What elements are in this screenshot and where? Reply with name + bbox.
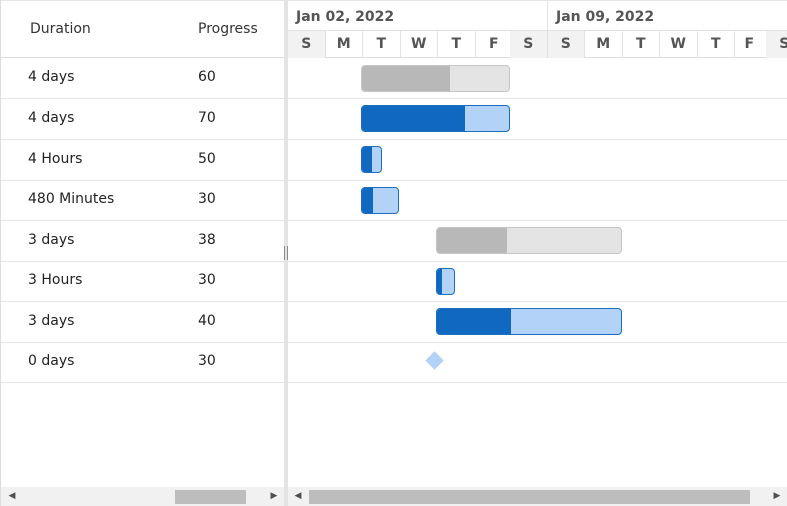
timeline-day: S xyxy=(510,31,548,58)
grid-scroll-thumb[interactable] xyxy=(175,490,246,504)
duration-cell[interactable]: 3 Hours xyxy=(28,272,83,288)
duration-cell[interactable]: 4 days xyxy=(28,110,75,126)
progress-cell[interactable]: 40 xyxy=(198,313,216,329)
duration-cell[interactable]: 3 days xyxy=(28,232,75,248)
chart-row xyxy=(288,221,787,262)
table-row[interactable]: 3 Hours 30 xyxy=(1,261,285,302)
chevron-right-icon[interactable]: ▶ xyxy=(270,491,278,501)
duration-cell[interactable]: 3 days xyxy=(28,313,75,329)
duration-cell[interactable]: 4 Hours xyxy=(28,151,83,167)
timeline-day: T xyxy=(698,31,735,58)
chart-row xyxy=(288,99,787,140)
timeline-day: W xyxy=(401,31,438,58)
timeline-day: W xyxy=(660,31,698,58)
table-row[interactable]: 3 days 38 xyxy=(1,221,285,262)
duration-cell[interactable]: 0 days xyxy=(28,353,75,369)
timeline-week: Jan 09, 2022 xyxy=(548,1,787,32)
week-label: Jan 02, 2022 xyxy=(296,9,395,25)
task-bar[interactable] xyxy=(361,105,510,132)
timeline-day: M xyxy=(585,31,623,58)
timeline-day: T xyxy=(438,31,476,58)
progress-cell[interactable]: 70 xyxy=(198,110,216,126)
timeline-week: Jan 02, 2022 xyxy=(288,1,548,32)
column-header-duration[interactable]: Duration xyxy=(30,21,91,37)
timeline-day: T xyxy=(623,31,660,58)
timeline-day: M xyxy=(326,31,363,58)
grid-horizontal-scrollbar[interactable]: ◀ ▶ xyxy=(1,487,285,506)
table-row[interactable]: 4 days 60 xyxy=(1,58,285,99)
chart-pane: Jan 02, 2022 Jan 09, 2022 S M T W T F S … xyxy=(288,0,787,506)
duration-cell[interactable]: 480 Minutes xyxy=(28,191,115,207)
timeline-day: T xyxy=(363,31,401,58)
chart-scroll-thumb[interactable] xyxy=(309,490,750,504)
chart-horizontal-scrollbar[interactable]: ◀ ▶ xyxy=(288,487,787,506)
task-progress-fill xyxy=(437,269,443,294)
timeline-week-header: Jan 02, 2022 Jan 09, 2022 xyxy=(288,0,787,32)
task-progress-fill xyxy=(362,106,465,131)
grid-header: Duration Progress xyxy=(1,0,285,58)
week-label: Jan 09, 2022 xyxy=(556,9,655,25)
task-progress-fill xyxy=(362,66,451,91)
chart-row xyxy=(288,302,787,343)
table-row[interactable]: 4 days 70 xyxy=(1,99,285,140)
table-row[interactable]: 4 Hours 50 xyxy=(1,140,285,181)
pane-splitter[interactable] xyxy=(284,0,288,506)
table-row[interactable]: 480 Minutes 30 xyxy=(1,180,285,221)
chevron-left-icon[interactable]: ◀ xyxy=(294,491,302,501)
timeline-day: F xyxy=(476,31,513,58)
chevron-left-icon[interactable]: ◀ xyxy=(8,491,16,501)
column-header-progress[interactable]: Progress xyxy=(198,21,258,37)
chart-row xyxy=(288,58,787,99)
table-row[interactable]: 3 days 40 xyxy=(1,302,285,343)
chart-row xyxy=(288,180,787,221)
task-bar[interactable] xyxy=(436,268,455,295)
chart-row xyxy=(288,261,787,302)
task-progress-fill xyxy=(362,147,372,172)
progress-cell[interactable]: 50 xyxy=(198,151,216,167)
table-row[interactable]: 0 days 30 xyxy=(1,342,285,383)
parent-task-bar[interactable] xyxy=(436,227,622,254)
progress-cell[interactable]: 30 xyxy=(198,191,216,207)
progress-cell[interactable]: 60 xyxy=(198,69,216,85)
grid-pane: Duration Progress 4 days 60 4 days 70 4 … xyxy=(0,0,285,506)
duration-cell[interactable]: 4 days xyxy=(28,69,75,85)
timeline-day: S xyxy=(766,31,787,58)
task-progress-fill xyxy=(362,188,373,213)
resize-handle-icon[interactable] xyxy=(284,246,288,260)
timeline-day: S xyxy=(547,31,585,58)
chart-row xyxy=(288,140,787,181)
timeline-day-header: S M T W T F S S M T W T F S xyxy=(288,31,787,58)
task-bar[interactable] xyxy=(361,146,382,173)
task-progress-fill xyxy=(437,228,507,253)
task-progress-fill xyxy=(437,309,511,334)
parent-task-bar[interactable] xyxy=(361,65,510,92)
task-bar[interactable] xyxy=(436,308,622,335)
progress-cell[interactable]: 30 xyxy=(198,353,216,369)
task-bar[interactable] xyxy=(361,187,399,214)
chevron-right-icon[interactable]: ▶ xyxy=(773,491,781,501)
timeline-day: S xyxy=(288,31,326,58)
chart-row xyxy=(288,342,787,383)
progress-cell[interactable]: 30 xyxy=(198,272,216,288)
timeline-day: F xyxy=(731,31,769,58)
milestone-marker[interactable] xyxy=(425,351,444,370)
progress-cell[interactable]: 38 xyxy=(198,232,216,248)
